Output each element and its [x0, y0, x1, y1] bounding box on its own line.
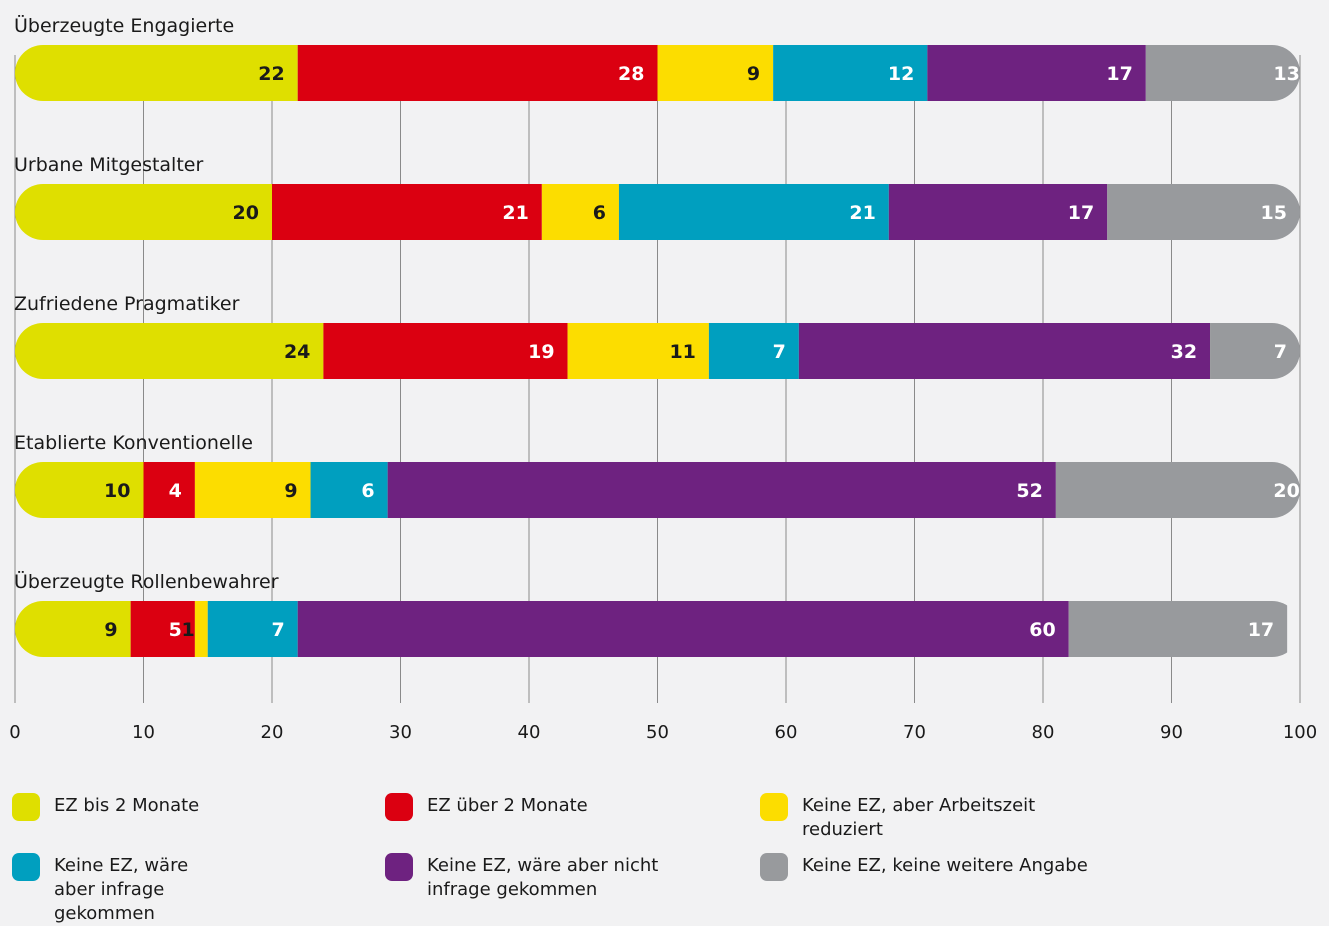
bar-segment [15, 45, 298, 101]
bar-segment [888, 184, 1108, 240]
data-label: 5 [169, 619, 182, 641]
bar-segment [297, 601, 1069, 657]
data-label: 9 [284, 480, 297, 502]
bar-segment [567, 323, 709, 379]
bar-segment [130, 601, 195, 657]
bar-segment [15, 323, 324, 379]
x-tick-label: 70 [903, 722, 926, 743]
x-tick-label: 30 [389, 722, 412, 743]
bar-segment [15, 184, 272, 240]
bar-segment [194, 462, 311, 518]
bar-segment [1055, 462, 1300, 518]
bar-segment [297, 45, 658, 101]
data-label: 4 [169, 480, 182, 502]
data-label: 11 [669, 341, 695, 363]
x-tick-label: 60 [775, 722, 798, 743]
bar-segment [1145, 45, 1300, 101]
data-label: 24 [284, 341, 310, 363]
data-label: 17 [1068, 202, 1094, 224]
bar-segment [1210, 323, 1300, 379]
x-tick-label: 50 [646, 722, 669, 743]
data-label: 10 [104, 480, 130, 502]
bar-segment [708, 323, 799, 379]
data-label: 17 [1248, 619, 1274, 641]
data-label: 7 [271, 619, 284, 641]
x-tick-label: 100 [1283, 722, 1317, 743]
bar-segment [323, 323, 568, 379]
data-label: 60 [1029, 619, 1055, 641]
data-label: 21 [849, 202, 875, 224]
bar-segment [1068, 601, 1288, 657]
data-label: 7 [1274, 341, 1287, 363]
bar-segment [773, 45, 928, 101]
data-label: 21 [502, 202, 528, 224]
bar-segment [143, 462, 195, 518]
bar-row [15, 184, 1300, 240]
data-label: 9 [104, 619, 117, 641]
bar-row [15, 45, 1300, 101]
x-tick-label: 20 [261, 722, 284, 743]
data-label: 9 [747, 63, 760, 85]
bar-segment [207, 601, 298, 657]
bar-segment [310, 462, 388, 518]
data-label: 28 [618, 63, 644, 85]
data-label: 20 [233, 202, 259, 224]
category-label: Zufriedene Pragmatiker [14, 293, 240, 315]
data-label: 7 [773, 341, 786, 363]
data-label: 32 [1171, 341, 1197, 363]
data-label: 6 [593, 202, 606, 224]
bar-row [15, 601, 1288, 657]
data-label: 20 [1273, 480, 1299, 502]
bar-segment [798, 323, 1211, 379]
x-tick-label: 90 [1160, 722, 1183, 743]
x-tick-label: 40 [518, 722, 541, 743]
bar-segment [387, 462, 1056, 518]
data-label: 12 [888, 63, 914, 85]
category-label: Urbane Mitgestalter [14, 154, 203, 176]
data-label: 6 [361, 480, 374, 502]
x-tick-label: 0 [9, 722, 20, 743]
x-tick-label: 10 [132, 722, 155, 743]
data-label: 22 [258, 63, 284, 85]
bar-segment [618, 184, 889, 240]
data-label: 52 [1016, 480, 1042, 502]
bar-segment [272, 184, 542, 240]
bar-segment [15, 462, 144, 518]
bar-segment [15, 601, 131, 657]
data-label: 15 [1261, 202, 1287, 224]
bar-segment [1107, 184, 1300, 240]
bar-segment [657, 45, 774, 101]
data-label: 19 [528, 341, 554, 363]
x-tick-label: 80 [1032, 722, 1055, 743]
data-label: 17 [1106, 63, 1132, 85]
bar-segment [194, 601, 208, 657]
category-label: Überzeugte Engagierte [14, 14, 234, 37]
bar-segment [541, 184, 619, 240]
data-label: 13 [1273, 63, 1299, 85]
category-label: Etablierte Konventionelle [14, 432, 253, 454]
bar-row [15, 462, 1300, 518]
bar-segment [927, 45, 1146, 101]
category-label: Überzeugte Rollenbewahrer [14, 570, 279, 593]
data-label: 1 [182, 619, 195, 641]
bar-row [15, 323, 1300, 379]
